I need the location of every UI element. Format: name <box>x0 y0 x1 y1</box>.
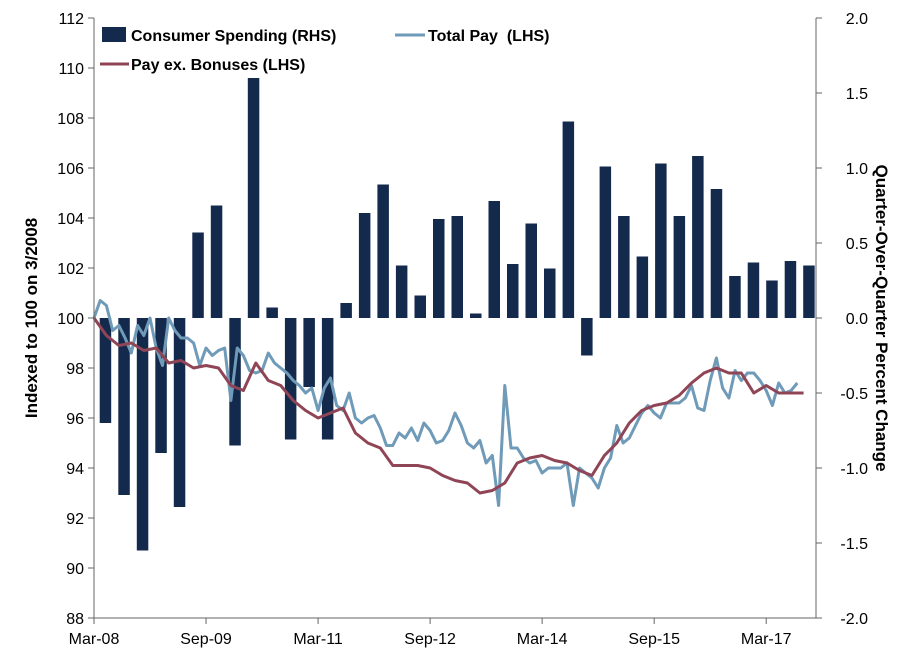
bar-q2-13 <box>470 313 482 318</box>
bar-q4-15 <box>655 163 667 318</box>
left-tick-label: 94 <box>66 461 84 478</box>
right-tick-label: 0.0 <box>846 311 868 328</box>
left-axis-title: Indexed to 100 on 3/2008 <box>22 218 41 418</box>
bar-q2-10 <box>247 78 260 318</box>
bar-q2-14 <box>544 268 556 318</box>
bar-q1-11 <box>303 318 315 387</box>
x-tick-label: Sep-09 <box>180 631 232 648</box>
bar-q4-17 <box>803 265 815 318</box>
left-tick-label: 98 <box>66 361 84 378</box>
x-tick-label: Mar-14 <box>517 631 568 648</box>
bar-q3-17 <box>784 261 797 318</box>
x-tick-label: Mar-08 <box>69 631 120 648</box>
left-tick-label: 112 <box>58 11 84 28</box>
left-tick-label: 88 <box>66 611 84 628</box>
bar-q2-15 <box>618 216 630 318</box>
bar-q4-13 <box>507 264 519 318</box>
bar-q3-16 <box>710 189 723 318</box>
right-tick-label: 1.5 <box>846 86 868 103</box>
bar-q3-11 <box>340 303 352 318</box>
bar-q3-09 <box>192 232 204 318</box>
left-tick-label: 96 <box>66 411 84 428</box>
left-tick-label: 92 <box>66 511 84 528</box>
pay-ex-bonuses-line <box>92 317 804 495</box>
left-tick-label: 100 <box>57 311 84 328</box>
x-tick-label: Sep-12 <box>404 631 456 648</box>
right-tick-label: -2.0 <box>840 611 868 628</box>
right-tick-label: 0.5 <box>846 236 868 253</box>
bar-q1-14 <box>525 223 537 318</box>
left-tick-label: 90 <box>66 561 84 578</box>
legend-label-total-pay: Total Pay (LHS) <box>428 28 550 45</box>
right-tick-label: 1.0 <box>846 161 868 178</box>
bar-q3-14 <box>562 121 575 318</box>
bar-q3-13 <box>488 201 500 318</box>
total-pay-line <box>92 299 799 507</box>
right-tick-label: -1.5 <box>840 536 868 553</box>
left-tick-label: 108 <box>57 111 84 128</box>
bar-q2-17 <box>766 280 778 318</box>
bar-q2-08 <box>99 318 112 423</box>
bar-q3-08 <box>118 318 130 495</box>
bar-q4-14 <box>581 318 593 356</box>
left-tick-label: 102 <box>57 261 84 278</box>
bar-q1-17 <box>747 262 760 318</box>
bar-q3-15 <box>636 256 649 318</box>
bar-q4-11 <box>358 213 371 318</box>
x-tick-label: Mar-17 <box>741 631 792 648</box>
pay-lines <box>92 299 804 507</box>
right-tick-label: -0.5 <box>840 386 868 403</box>
bar-q4-16 <box>729 276 741 318</box>
bar-q2-12 <box>395 265 408 318</box>
bar-q3-12 <box>414 295 426 318</box>
right-axis-title: Quarter-Over-Quarter Percent Change <box>872 164 891 471</box>
bar-q1-10 <box>229 318 241 446</box>
x-tick-label: Sep-15 <box>628 631 680 648</box>
bar-q1-15 <box>599 166 612 318</box>
bar-q1-12 <box>377 184 389 318</box>
legend-label-pay-ex-bonuses: Pay ex. Bonuses (LHS) <box>131 57 305 74</box>
left-tick-label: 110 <box>58 61 84 78</box>
bar-q1-16 <box>673 216 686 318</box>
right-tick-label: -1.0 <box>840 461 868 478</box>
bar-q4-12 <box>433 219 445 318</box>
right-tick-label: 2.0 <box>846 11 868 28</box>
right-axis-ticks: -2.0 -1.5 -1.0 -0.5 0.0 0.5 1.0 1.5 2.0 <box>816 11 868 628</box>
left-tick-label: 106 <box>57 161 84 178</box>
consumer-spending-bars <box>99 78 815 551</box>
legend: Consumer Spending (RHS) Total Pay (LHS) … <box>100 27 550 74</box>
bar-q2-16 <box>692 156 704 318</box>
left-tick-label: 104 <box>57 211 84 228</box>
left-axis-ticks: 88 90 92 94 96 98 100 102 104 106 108 110 112 <box>57 11 94 628</box>
bar-q1-13 <box>451 216 463 318</box>
legend-swatch-consumer-spending <box>102 27 126 42</box>
bar-q2-11 <box>321 318 334 440</box>
bar-q1-09 <box>155 318 167 453</box>
bar-q2-09 <box>173 318 186 507</box>
bar-q3-10 <box>266 307 278 318</box>
legend-label-consumer-spending: Consumer Spending (RHS) <box>131 28 336 45</box>
bar-q4-09 <box>210 205 223 318</box>
bar-q4-08 <box>136 318 149 551</box>
x-tick-label: Mar-11 <box>293 631 343 648</box>
x-axis-ticks: Mar-08 Sep-09 Mar-11 Sep-12 Mar-14 Sep-15 Mar-… <box>69 618 792 648</box>
